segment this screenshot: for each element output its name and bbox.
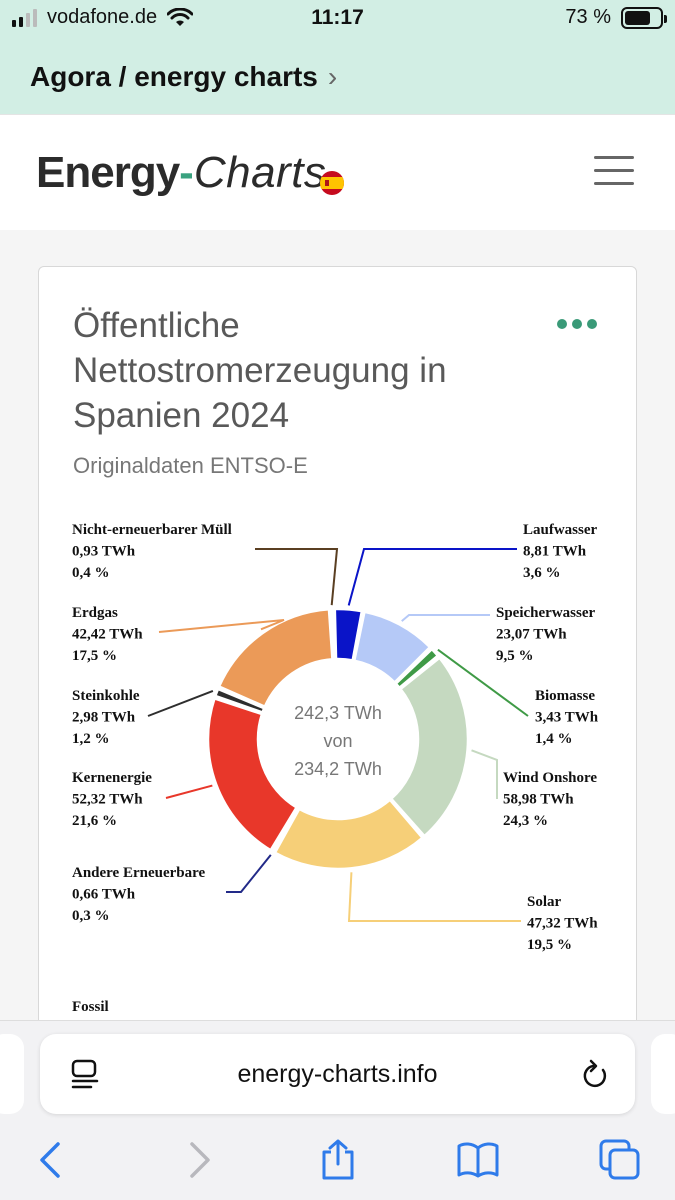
label-name-speicherwasser: Speicherwasser [496, 605, 595, 621]
clock: 11:17 [311, 6, 364, 29]
leader-line-andere-erneuerbare [226, 854, 272, 893]
center-reference: 234,2 TWh [294, 759, 382, 779]
center-von: von [323, 731, 352, 751]
carrier-name: vodafone.de [47, 6, 158, 28]
label-value-speicherwasser: 23,07 TWh [496, 627, 567, 643]
label-value-wind-onshore: 58,98 TWh [503, 792, 574, 808]
slice-erdgas[interactable] [217, 607, 334, 709]
chart-source: Originaldaten ENTSO-E [73, 453, 308, 478]
leader-line-kernenergie [165, 784, 213, 799]
label-value-andere-erneuerbare: 0,66 TWh [72, 887, 136, 903]
label-percent-biomasse: 1,4 % [535, 731, 573, 747]
label-percent-kernenergie: 21,6 % [72, 813, 117, 829]
donut-chart: Laufwasser 8,81 TWh 3,6 % Speicherwasser 23,… [72, 522, 599, 1015]
signal-icon [12, 8, 37, 27]
label-name-steinkohle: Steinkohle [72, 688, 140, 704]
label-name-wind-onshore: Wind Onshore [503, 770, 597, 786]
label-name-nicht-erneuerbarer-muell: Nicht-erneuerbarer Müll [72, 522, 232, 538]
back-to-app-banner[interactable]: Agora / energy charts › [0, 40, 675, 114]
address-bar[interactable]: energy-charts.info [40, 1034, 635, 1114]
leader-line-steinkohle [147, 690, 214, 717]
label-value-steinkohle: 2,98 TWh [72, 710, 136, 726]
slice-solar[interactable] [273, 798, 425, 871]
label-percent-laufwasser: 3,6 % [523, 565, 561, 581]
label-value-kernenergie: 52,32 TWh [72, 792, 143, 808]
slice-nicht-erneuerbarer-muell[interactable] [329, 607, 337, 661]
label-percent-solar: 19,5 % [527, 937, 572, 953]
leader-line-nicht-erneuerbarer-muell [255, 548, 339, 606]
leader-line-speicherwasser [401, 614, 490, 622]
slice-kernenergie[interactable] [206, 696, 299, 852]
slice-speicherwasser[interactable] [352, 610, 432, 685]
battery-percent: 73 % [565, 6, 611, 28]
bookmarks-icon[interactable] [456, 1138, 500, 1182]
back-icon[interactable] [30, 1138, 74, 1182]
label-value-laufwasser: 8,81 TWh [523, 544, 587, 560]
label-percent-wind-onshore: 24,3 % [503, 813, 548, 829]
reload-icon[interactable] [580, 1058, 610, 1090]
tabs-icon[interactable] [598, 1138, 642, 1182]
banner-title[interactable]: Agora / energy charts [30, 61, 318, 92]
label-name-erdgas: Erdgas [72, 605, 118, 621]
label-value-nicht-erneuerbarer-muell: 0,93 TWh [72, 544, 136, 560]
chevron-right-icon: › [327, 61, 338, 92]
label-percent-andere-erneuerbare: 0,3 % [72, 908, 110, 924]
label-percent-nicht-erneuerbarer-muell: 0,4 % [72, 565, 110, 581]
leader-line-solar [347, 872, 521, 922]
label-value-erdgas: 42,42 TWh [72, 627, 143, 643]
slice-wind-onshore[interactable] [389, 656, 470, 838]
status-bar: vodafone.de 11:17 73 % [0, 0, 675, 40]
label-name-laufwasser: Laufwasser [523, 522, 598, 538]
site-logo[interactable]: Energy-Charts [36, 148, 327, 197]
url-text[interactable]: energy-charts.info [237, 1060, 438, 1088]
slice-biomasse[interactable] [394, 647, 440, 690]
label-value-biomasse: 3,43 TWh [535, 710, 599, 726]
battery-icon [621, 6, 667, 29]
footer-label-fossil: Fossil [72, 999, 109, 1015]
wifi-icon [167, 7, 194, 26]
label-percent-steinkohle: 1,2 % [72, 731, 110, 747]
spain-flag-icon[interactable] [320, 171, 344, 195]
slice-steinkohle[interactable] [213, 687, 266, 715]
slice-laufwasser[interactable] [333, 607, 364, 662]
more-options-icon[interactable] [557, 319, 597, 329]
label-percent-erdgas: 17,5 % [72, 648, 117, 664]
label-name-andere-erneuerbare: Andere Erneuerbare [72, 865, 206, 881]
chart-title: Öffentliche Nettostromerzeugung in Spani… [73, 306, 447, 435]
leader-line-laufwasser [347, 548, 517, 606]
leader-line-wind-onshore [471, 749, 498, 799]
reader-mode-icon[interactable] [70, 1058, 100, 1090]
leader-line-erdgas [158, 619, 285, 633]
hamburger-menu-icon[interactable] [594, 156, 634, 188]
label-name-biomasse: Biomasse [535, 688, 595, 704]
leader-line-biomasse [437, 648, 529, 717]
label-name-kernenergie: Kernenergie [72, 770, 152, 786]
previous-tab-peek[interactable] [0, 1034, 24, 1114]
label-name-solar: Solar [527, 894, 562, 910]
label-percent-speicherwasser: 9,5 % [496, 648, 534, 664]
label-value-solar: 47,32 TWh [527, 916, 598, 932]
forward-icon[interactable] [176, 1138, 220, 1182]
share-icon[interactable] [316, 1138, 360, 1182]
center-total: 242,3 TWh [294, 703, 382, 723]
next-tab-peek[interactable] [651, 1034, 675, 1114]
